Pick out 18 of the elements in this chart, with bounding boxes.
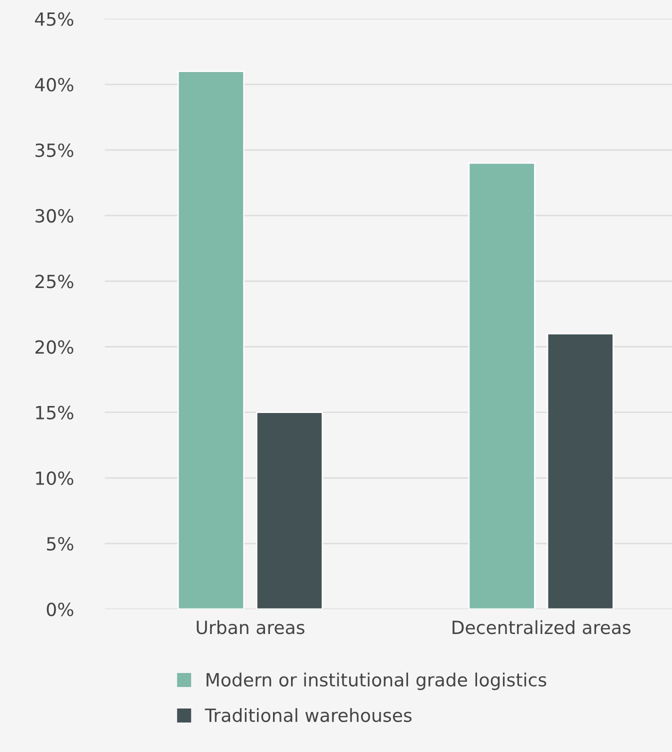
y-tick-label: 45%	[35, 12, 74, 26]
y-tick-label: 5%	[47, 536, 74, 551]
y-tick-label: 15%	[36, 406, 74, 420]
bar	[468, 162, 536, 610]
y-tick-label: 10%	[36, 471, 74, 486]
y-tick-label: 20%	[35, 340, 74, 354]
y-tick-label: 35%	[36, 143, 74, 158]
y-tick-label: 0%	[46, 602, 74, 616]
bar	[256, 412, 324, 610]
bar	[546, 332, 614, 610]
legend-label: Traditional warehouses	[204, 708, 412, 722]
x-tick-label: Decentralized areas	[452, 620, 630, 634]
y-tick-label: 25%	[35, 274, 74, 288]
y-tick-label: 30%	[36, 209, 74, 223]
y-tick-label: 40%	[35, 78, 74, 92]
x-tick-label: Urban areas	[196, 620, 304, 634]
bar	[177, 70, 245, 610]
legend-label: Modern or institutional grade logistics	[206, 672, 546, 690]
